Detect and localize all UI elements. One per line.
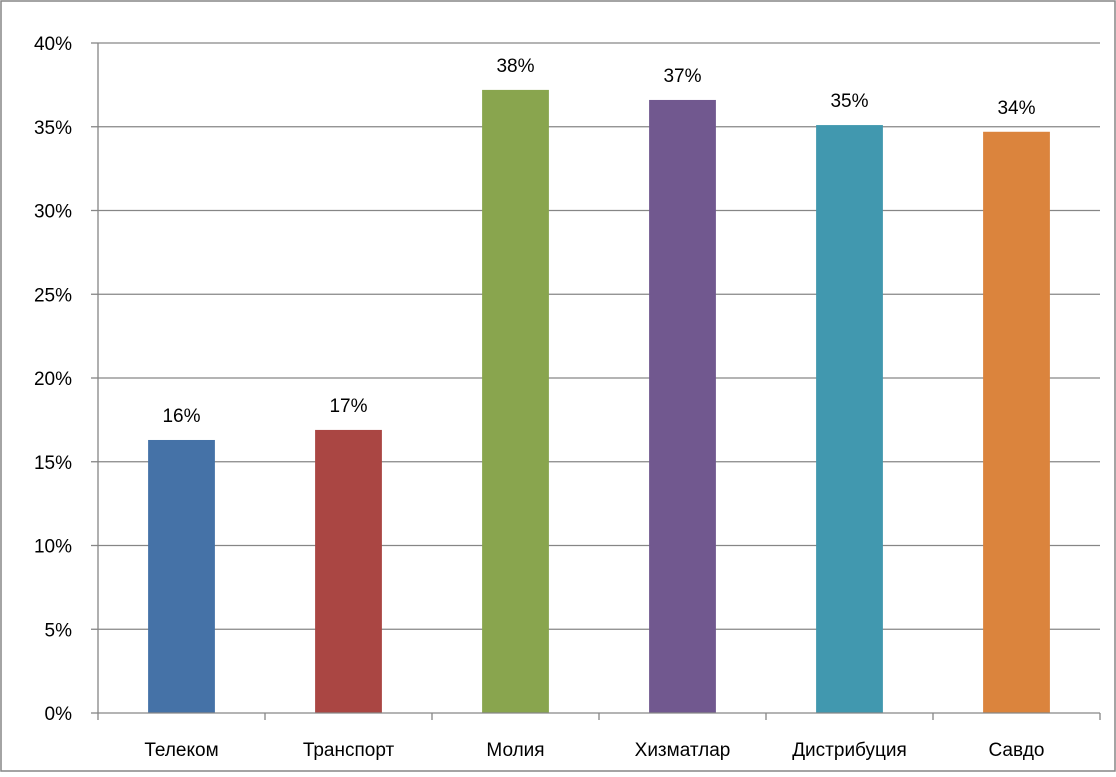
category-label: Телеком xyxy=(144,740,218,761)
data-label: 38% xyxy=(496,56,534,77)
y-tick-label: 30% xyxy=(34,202,72,223)
y-tick-label: 20% xyxy=(34,369,72,390)
bar xyxy=(148,439,215,713)
x-axis xyxy=(97,43,1101,720)
y-axis-ticks: 0% 5% 10% 15% 20% 25% 30% 35% 40% xyxy=(34,34,98,725)
bar xyxy=(315,429,382,713)
y-tick-label: 35% xyxy=(34,118,72,139)
bar xyxy=(816,125,883,713)
data-label: 35% xyxy=(830,91,868,112)
data-label: 17% xyxy=(329,396,367,417)
category-label: Транспорт xyxy=(303,740,395,761)
gridlines xyxy=(98,42,1100,630)
data-labels: 16% 17% 38% 37% 35% 34% xyxy=(162,56,1035,427)
y-tick-label: 0% xyxy=(45,704,73,725)
x-axis-labels: Телеком Транспорт Молия Хизматлар Дистрибуци… xyxy=(144,740,1044,761)
bar xyxy=(649,99,716,713)
category-label: Молия xyxy=(486,740,544,761)
y-tick-label: 10% xyxy=(34,537,72,558)
y-tick-label: 5% xyxy=(45,620,73,641)
category-label: Дистрибуция xyxy=(792,740,907,761)
data-label: 37% xyxy=(663,66,701,87)
category-label: Хизматлар xyxy=(635,740,731,761)
y-tick-label: 25% xyxy=(34,285,72,306)
data-label: 34% xyxy=(997,98,1035,119)
bar xyxy=(482,89,549,713)
category-label: Савдо xyxy=(988,740,1044,761)
y-tick-label: 40% xyxy=(34,34,72,55)
y-tick-label: 15% xyxy=(34,453,72,474)
bars xyxy=(148,89,1050,713)
data-label: 16% xyxy=(162,406,200,427)
bar xyxy=(983,131,1050,713)
